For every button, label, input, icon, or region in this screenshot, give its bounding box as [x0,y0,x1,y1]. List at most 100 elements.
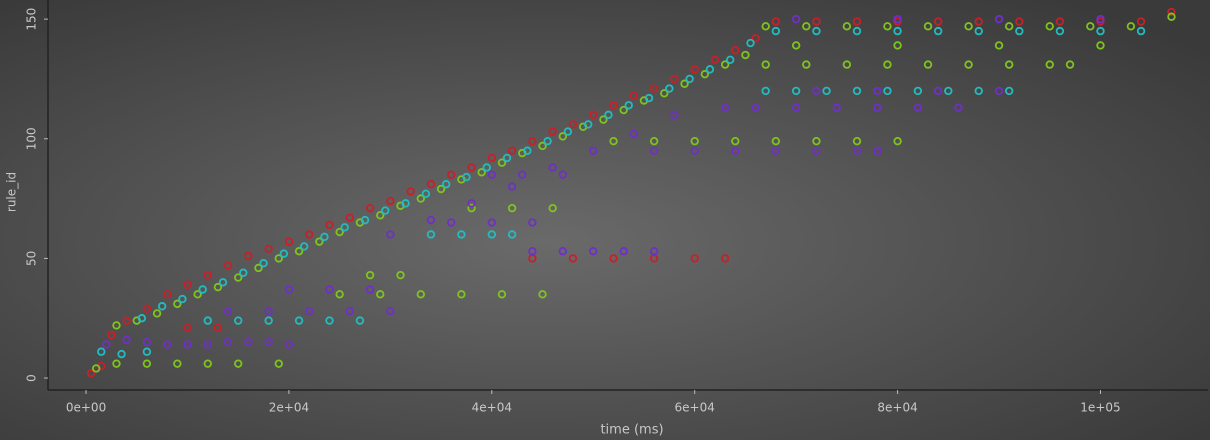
point [812,136,821,146]
point [731,146,740,155]
point [791,86,801,96]
point [386,230,395,239]
point [883,22,892,31]
point [259,258,268,268]
point [583,120,593,129]
point [365,270,375,280]
point [649,84,659,93]
point [751,103,760,112]
point [528,218,537,227]
point [933,17,943,26]
point [406,187,415,196]
point [234,316,243,325]
point [386,196,395,206]
point [994,86,1004,96]
point [112,321,121,330]
point [152,309,162,318]
point [482,163,491,172]
point [649,136,659,146]
point [137,314,147,323]
point [624,101,633,110]
point [893,136,902,146]
point [416,194,426,203]
point [477,168,486,177]
point [294,247,304,256]
x-axis-label: time (ms) [600,423,663,438]
point [619,247,628,256]
point [507,146,517,155]
point [852,146,862,155]
point [1126,22,1136,31]
point [305,230,314,239]
point [162,340,172,349]
point [751,34,760,43]
point [670,74,679,84]
point [1055,17,1065,26]
point [558,132,568,141]
point [86,369,96,378]
point [502,153,512,163]
point [994,41,1004,50]
point [589,146,598,155]
point [589,110,598,120]
point [558,247,568,256]
point [142,337,152,347]
point [198,285,207,294]
point [913,86,923,96]
point [284,340,294,349]
point [568,254,578,263]
point [335,290,344,299]
point [218,278,228,287]
point [142,347,152,356]
y-tick-label: 100 [25,127,39,150]
point [771,136,781,146]
point [832,103,841,112]
point [873,86,882,96]
point [543,136,552,146]
point [731,46,740,55]
point [340,223,349,232]
point [1004,60,1014,69]
point [700,69,710,79]
point [360,215,370,225]
point [487,230,497,239]
point [183,280,192,289]
point [117,349,126,359]
point [599,115,608,124]
point [731,136,740,146]
point [1136,17,1146,26]
point [660,89,669,98]
point [426,230,436,239]
point [421,189,431,199]
point [548,203,557,213]
point [791,14,801,24]
point [852,86,862,96]
point [223,306,233,316]
point [528,136,537,146]
point [726,55,735,65]
point [325,220,334,230]
point [746,38,755,48]
point [1015,17,1024,26]
point [142,359,152,368]
point [528,247,537,256]
point [568,120,578,129]
point [178,294,187,304]
point [812,26,821,36]
point [264,337,273,347]
point [873,146,882,155]
point [467,203,476,213]
point [223,261,233,270]
point [609,254,618,263]
point [720,103,730,112]
point [203,316,212,325]
point [299,242,309,251]
point [234,273,243,282]
point [771,17,781,26]
point [264,306,273,316]
point [812,17,821,26]
point [426,215,436,225]
point [365,203,375,213]
point [203,359,212,368]
point [883,86,892,96]
